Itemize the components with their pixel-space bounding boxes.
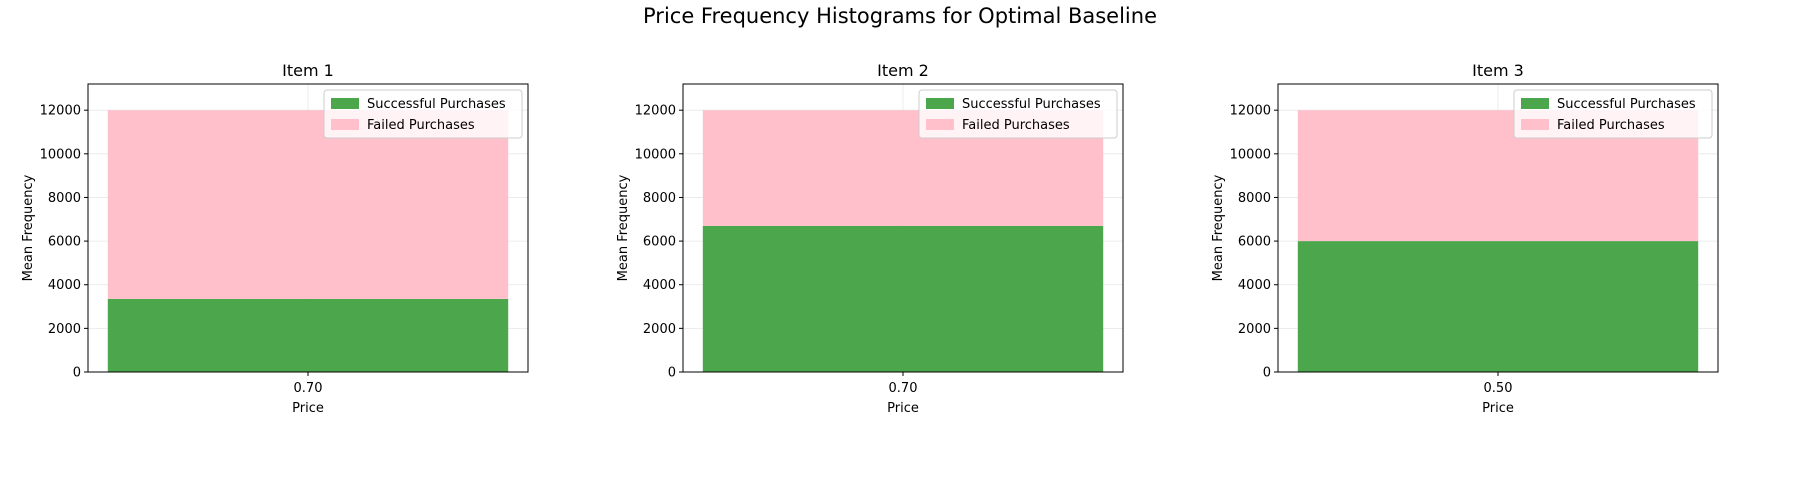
chart-svg: 0 2000 4000 6000 8000 10000 12000 0.50 Item 3 Pri… [1211,61,1719,416]
y-tick-label: 8000 [1238,191,1271,206]
y-tick-label: 6000 [1238,235,1271,250]
y-tick-label: 8000 [643,191,676,206]
x-axis-label: Price [292,401,324,416]
chart-svg: 0 2000 4000 6000 8000 10000 12000 0.70 Item 1 Pri… [21,61,529,416]
legend-swatch [331,98,359,109]
legend-label: Failed Purchases [962,118,1070,133]
chart-item-2: 0 2000 4000 6000 8000 10000 12000 0.70 Item 2 Pri… [605,60,1175,480]
x-axis-label: Price [887,401,919,416]
y-tick-label: 12000 [635,104,676,119]
y-tick-label: 4000 [643,278,676,293]
bar-failed-purchases [107,110,509,299]
y-tick-label: 8000 [48,191,81,206]
y-tick-label: 10000 [1230,147,1271,162]
legend-label: Successful Purchases [367,97,506,112]
legend-label: Successful Purchases [962,97,1101,112]
legend-label: Failed Purchases [367,118,475,133]
legend-box [1513,89,1713,139]
bar-successful-purchases [702,225,1104,372]
legend-label: Successful Purchases [1557,97,1696,112]
y-tick-label: 2000 [1238,322,1271,337]
y-tick-label: 2000 [48,322,81,337]
chart-title: Item 3 [1472,61,1524,80]
legend-swatch [926,119,954,130]
x-tick-label: 0.70 [294,381,323,396]
y-tick-label: 10000 [635,147,676,162]
x-tick-label: 0.50 [1484,381,1513,396]
chart-svg: 0 2000 4000 6000 8000 10000 12000 0.70 Item 2 Pri… [616,61,1124,416]
bar-successful-purchases [107,298,509,372]
legend-swatch [331,119,359,130]
legend-box [323,89,523,139]
bar-successful-purchases [1297,241,1699,372]
legend-box [918,89,1118,139]
y-axis-label: Mean Frequency [616,174,631,281]
y-tick-label: 12000 [1230,104,1271,119]
x-tick-label: 0.70 [889,381,918,396]
y-axis-label: Mean Frequency [1211,174,1226,281]
chart-item-1: 0 2000 4000 6000 8000 10000 12000 0.70 Item 1 Pri… [10,60,580,480]
y-tick-label: 2000 [643,322,676,337]
x-axis-label: Price [1482,401,1514,416]
legend-label: Failed Purchases [1557,118,1665,133]
legend-swatch [1521,98,1549,109]
y-tick-label: 0 [1263,366,1271,381]
y-tick-label: 4000 [48,278,81,293]
y-tick-label: 6000 [643,235,676,250]
y-tick-label: 0 [668,366,676,381]
y-axis-label: Mean Frequency [21,174,36,281]
y-tick-label: 10000 [40,147,81,162]
legend-swatch [1521,119,1549,130]
y-tick-label: 6000 [48,235,81,250]
legend-swatch [926,98,954,109]
figure-title: Price Frequency Histograms for Optimal B… [643,4,1157,28]
y-tick-label: 4000 [1238,278,1271,293]
y-tick-label: 12000 [40,104,81,119]
chart-item-3: 0 2000 4000 6000 8000 10000 12000 0.50 Item 3 Pri… [1200,60,1770,480]
y-tick-label: 0 [73,366,81,381]
chart-title: Item 1 [282,61,334,80]
chart-title: Item 2 [877,61,929,80]
